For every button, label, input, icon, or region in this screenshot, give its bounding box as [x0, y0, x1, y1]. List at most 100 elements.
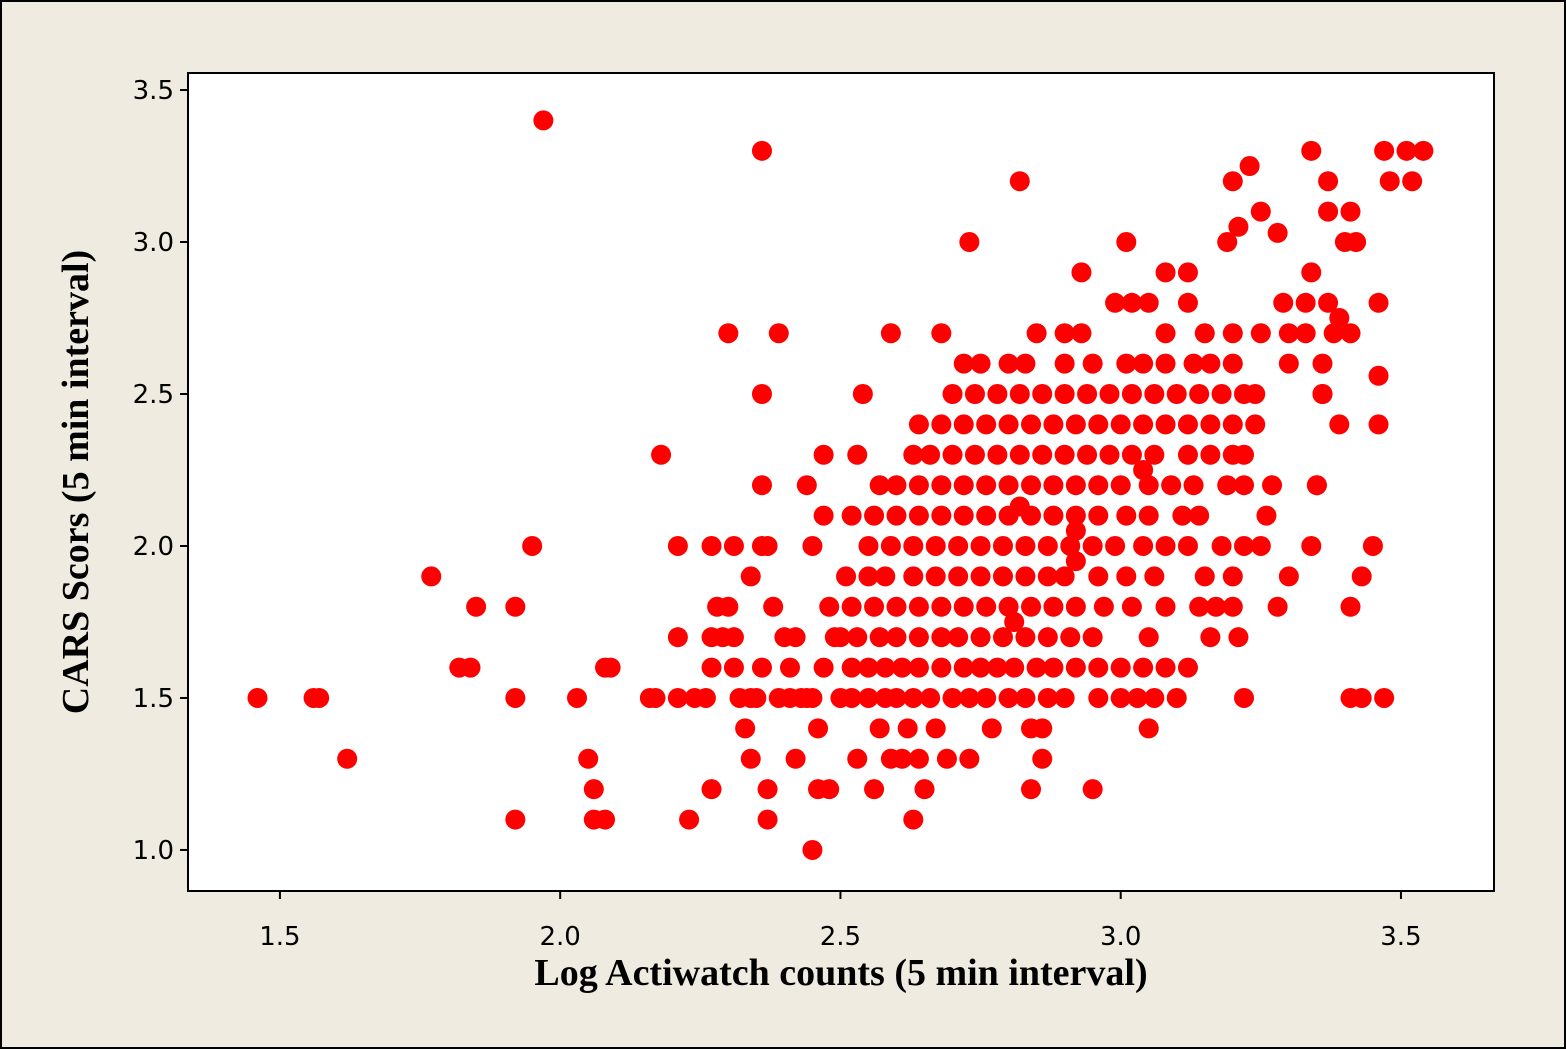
- point: [1351, 566, 1372, 587]
- point: [718, 596, 739, 617]
- point: [1177, 262, 1198, 283]
- y-tick-label: 2.5: [133, 380, 174, 410]
- point: [976, 475, 997, 496]
- point: [1267, 596, 1288, 617]
- point: [908, 748, 929, 769]
- point: [1323, 323, 1344, 344]
- point: [976, 414, 997, 435]
- point: [1105, 292, 1126, 313]
- point: [1082, 779, 1103, 800]
- point: [751, 657, 772, 678]
- point: [1306, 475, 1327, 496]
- point: [1138, 627, 1159, 648]
- point: [1200, 414, 1221, 435]
- point: [667, 535, 688, 556]
- point: [723, 657, 744, 678]
- point: [1368, 365, 1389, 386]
- point: [1060, 535, 1081, 556]
- point: [948, 627, 969, 648]
- point: [813, 657, 834, 678]
- point: [864, 779, 885, 800]
- point: [740, 748, 761, 769]
- point: [970, 353, 991, 374]
- point: [880, 323, 901, 344]
- point: [533, 110, 554, 131]
- y-tick-label: 3.5: [133, 76, 174, 106]
- point: [1155, 657, 1176, 678]
- point: [813, 505, 834, 526]
- point: [751, 475, 772, 496]
- point: [841, 596, 862, 617]
- point: [1217, 232, 1238, 253]
- point: [970, 566, 991, 587]
- point: [1037, 627, 1058, 648]
- point: [998, 687, 1019, 708]
- point: [1155, 535, 1176, 556]
- y-axis-title: CARS Scors (5 min interval): [55, 250, 97, 714]
- point: [841, 505, 862, 526]
- x-tick-label: 1.5: [259, 922, 300, 952]
- point: [1021, 596, 1042, 617]
- point: [892, 657, 913, 678]
- point: [987, 383, 1008, 404]
- point: [701, 535, 722, 556]
- point: [953, 353, 974, 374]
- point: [785, 748, 806, 769]
- point: [583, 779, 604, 800]
- point: [1262, 475, 1283, 496]
- point: [1065, 414, 1086, 435]
- point: [1222, 353, 1243, 374]
- point: [1177, 444, 1198, 465]
- point: [976, 687, 997, 708]
- point: [1015, 353, 1036, 374]
- point: [931, 657, 952, 678]
- point: [1211, 535, 1232, 556]
- point: [802, 535, 823, 556]
- point: [1144, 687, 1165, 708]
- x-tick-label: 3.5: [1380, 922, 1421, 952]
- y-tick-label: 1.5: [133, 684, 174, 714]
- y-tick-label: 2.0: [133, 532, 174, 562]
- point: [920, 444, 941, 465]
- point: [1200, 353, 1221, 374]
- point: [796, 475, 817, 496]
- point: [757, 809, 778, 830]
- point: [875, 566, 896, 587]
- point: [925, 718, 946, 739]
- point: [1340, 323, 1361, 344]
- point: [1093, 596, 1114, 617]
- point: [1138, 718, 1159, 739]
- point: [992, 535, 1013, 556]
- point: [1026, 323, 1047, 344]
- point: [1121, 383, 1142, 404]
- point: [925, 566, 946, 587]
- point: [1346, 232, 1367, 253]
- point: [1065, 475, 1086, 496]
- point: [1088, 505, 1109, 526]
- point: [1144, 383, 1165, 404]
- point: [1110, 475, 1131, 496]
- point: [1177, 414, 1198, 435]
- point: [1245, 383, 1266, 404]
- point: [908, 475, 929, 496]
- point: [1155, 262, 1176, 283]
- point: [1026, 657, 1047, 678]
- point: [1110, 657, 1131, 678]
- point: [987, 657, 1008, 678]
- point: [886, 687, 907, 708]
- point: [1228, 627, 1249, 648]
- point: [852, 383, 873, 404]
- point: [466, 596, 487, 617]
- point: [718, 323, 739, 344]
- point: [959, 748, 980, 769]
- point: [505, 687, 526, 708]
- point: [1110, 414, 1131, 435]
- point: [1065, 505, 1086, 526]
- point: [1144, 566, 1165, 587]
- point: [953, 475, 974, 496]
- point: [1222, 596, 1243, 617]
- point: [903, 809, 924, 830]
- point: [1043, 414, 1064, 435]
- point: [1021, 475, 1042, 496]
- point: [645, 687, 666, 708]
